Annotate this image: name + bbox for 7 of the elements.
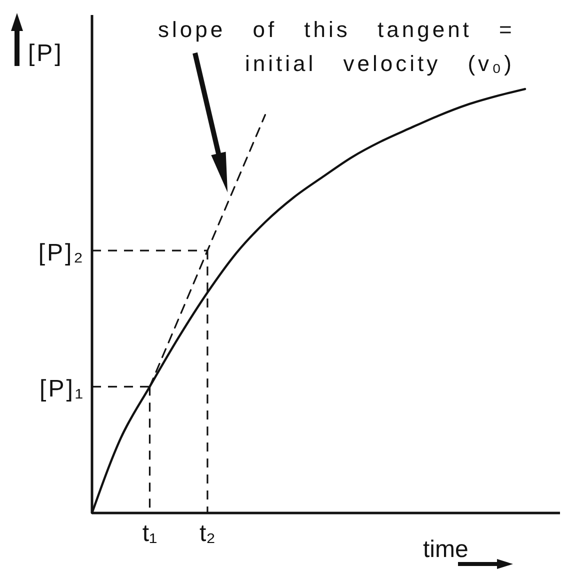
ref-line-label: [P]₂ — [38, 240, 85, 267]
x-tick-label: t₁ — [142, 520, 158, 547]
text: slope of this tangent = initial velocity (v₀) — [158, 17, 515, 76]
ref-line-label: [P]₁ — [40, 376, 85, 403]
x-axis-title: time — [423, 536, 468, 563]
x-tick-label: t₂ — [199, 520, 216, 547]
y-axis-title: [P] — [28, 40, 64, 67]
